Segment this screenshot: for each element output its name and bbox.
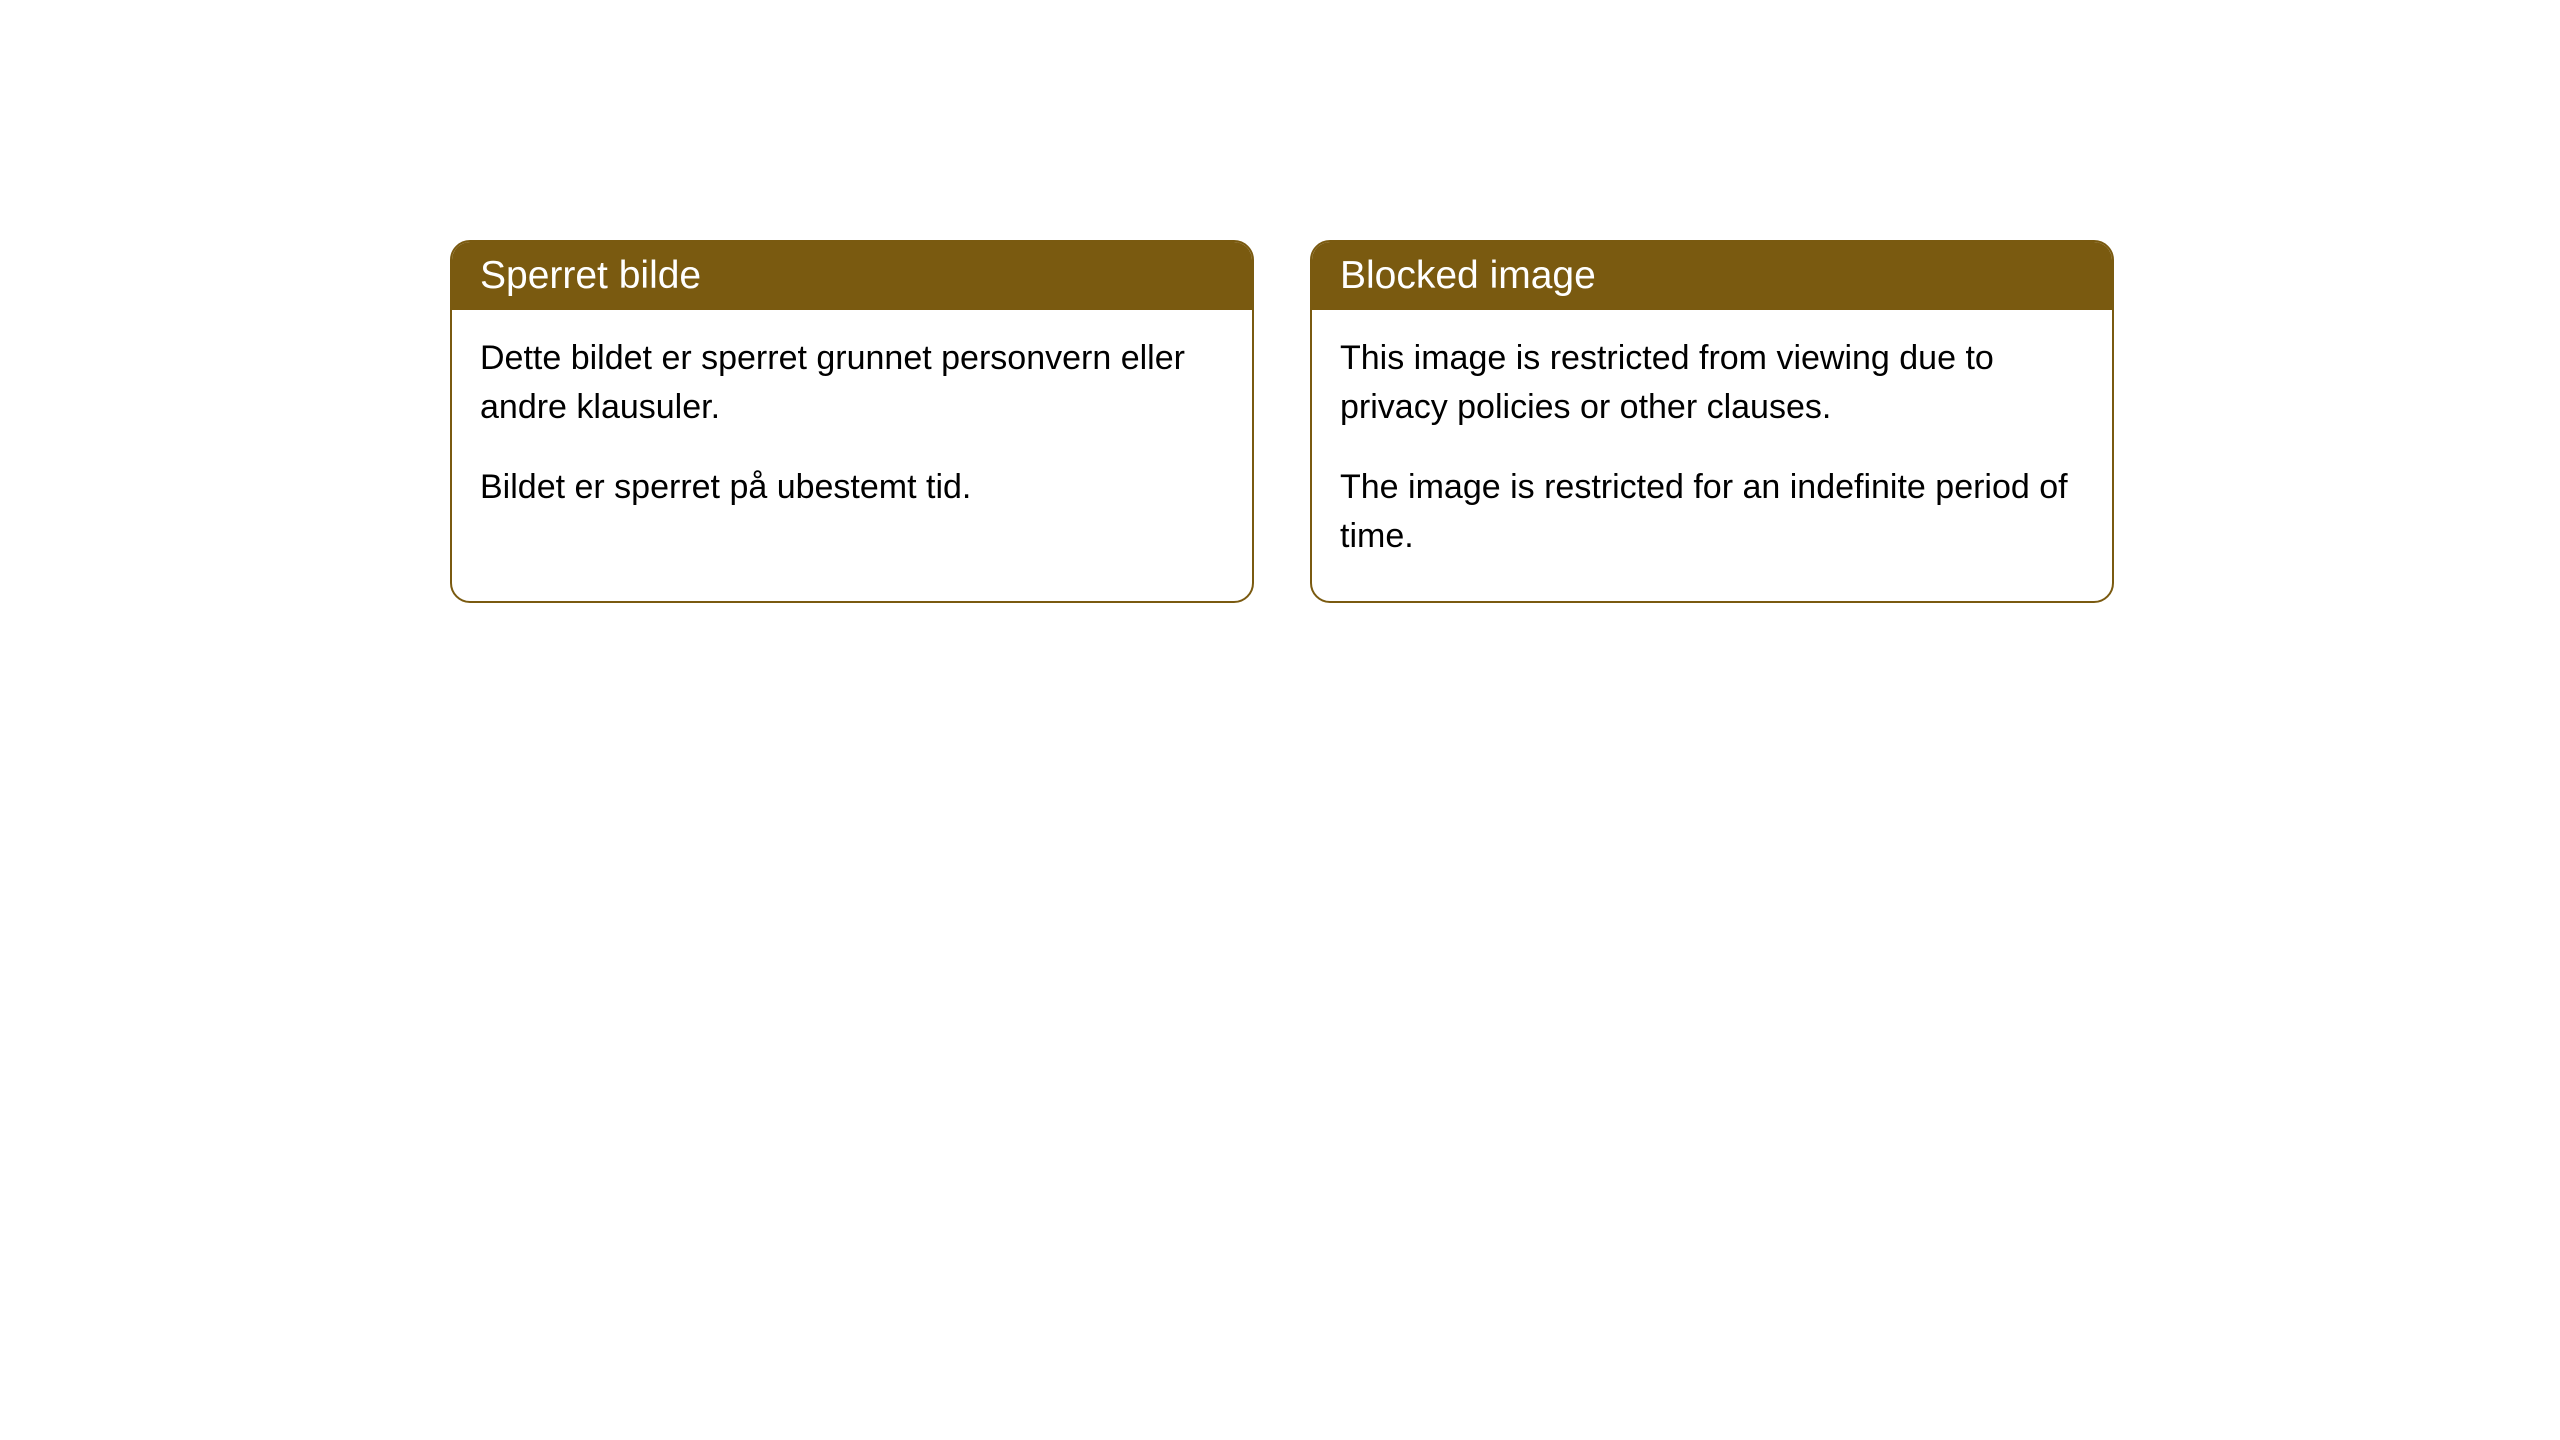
card-paragraph-1: Dette bildet er sperret grunnet personve… [480, 334, 1224, 433]
card-paragraph-1: This image is restricted from viewing du… [1340, 334, 2084, 433]
blocked-image-card-english: Blocked image This image is restricted f… [1310, 240, 2114, 603]
notice-cards-container: Sperret bilde Dette bildet er sperret gr… [0, 0, 2560, 603]
card-title: Sperret bilde [480, 254, 701, 297]
card-body: Dette bildet er sperret grunnet personve… [452, 310, 1252, 552]
card-paragraph-2: Bildet er sperret på ubestemt tid. [480, 463, 1224, 512]
card-header: Sperret bilde [452, 242, 1252, 310]
card-body: This image is restricted from viewing du… [1312, 310, 2112, 601]
blocked-image-card-norwegian: Sperret bilde Dette bildet er sperret gr… [450, 240, 1254, 603]
card-header: Blocked image [1312, 242, 2112, 310]
card-title: Blocked image [1340, 254, 1596, 297]
card-paragraph-2: The image is restricted for an indefinit… [1340, 463, 2084, 562]
